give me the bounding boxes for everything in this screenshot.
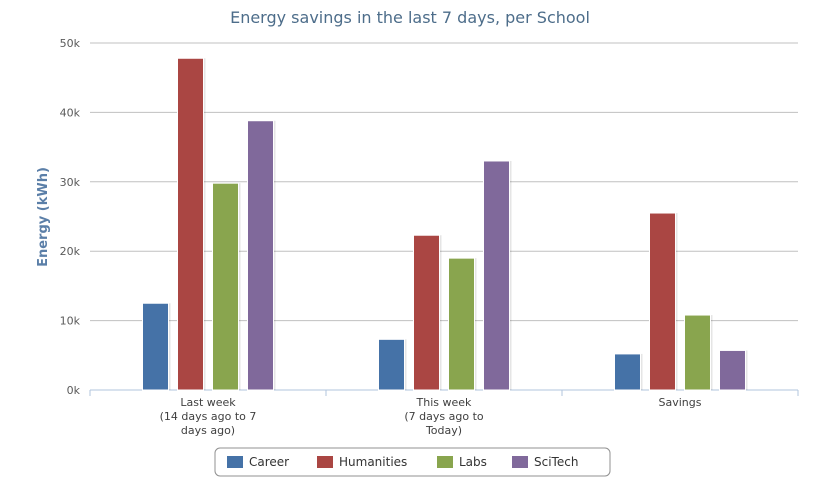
bar <box>413 234 440 391</box>
bar <box>177 57 204 391</box>
legend-swatch <box>227 456 243 468</box>
bar <box>719 349 746 391</box>
y-tick-label: 40k <box>60 106 81 119</box>
bars <box>142 57 748 391</box>
y-axis-label: Energy (kWh) <box>36 167 51 267</box>
legend-swatch <box>512 456 528 468</box>
y-tick-label: 30k <box>60 176 81 189</box>
x-axis-ticks: Last week (14 days ago to 7 days ago) This … <box>160 396 702 437</box>
y-axis-ticks: 0k 10k 20k 30k 40k 50k <box>60 37 81 397</box>
y-tick-label: 50k <box>60 37 81 50</box>
bar <box>212 182 239 391</box>
x-tick-label: Savings <box>659 396 702 409</box>
y-tick-label: 20k <box>60 245 81 258</box>
y-tick-label: 0k <box>67 384 81 397</box>
chart-title: Energy savings in the last 7 days, per S… <box>230 8 590 27</box>
bar <box>684 314 711 391</box>
x-tick-label: This week (7 days ago to Today) <box>404 396 484 437</box>
bar <box>483 160 510 391</box>
legend-label: Career <box>249 455 289 469</box>
legend-swatch <box>437 456 453 468</box>
legend: Career Humanities Labs SciTech <box>214 447 611 477</box>
bar <box>247 120 274 391</box>
bar <box>142 302 169 391</box>
legend-swatch <box>317 456 333 468</box>
bar <box>649 212 676 391</box>
legend-label: SciTech <box>534 455 578 469</box>
legend-label: Labs <box>459 455 487 469</box>
x-axis <box>89 389 799 396</box>
legend-label: Humanities <box>339 455 407 469</box>
y-tick-label: 10k <box>60 315 81 328</box>
legend-box <box>214 447 611 477</box>
x-tick-label: Last week (14 days ago to 7 days ago) <box>160 396 257 437</box>
bar <box>448 257 475 391</box>
bar <box>378 338 405 391</box>
bar <box>614 353 641 391</box>
gridlines <box>90 42 798 322</box>
